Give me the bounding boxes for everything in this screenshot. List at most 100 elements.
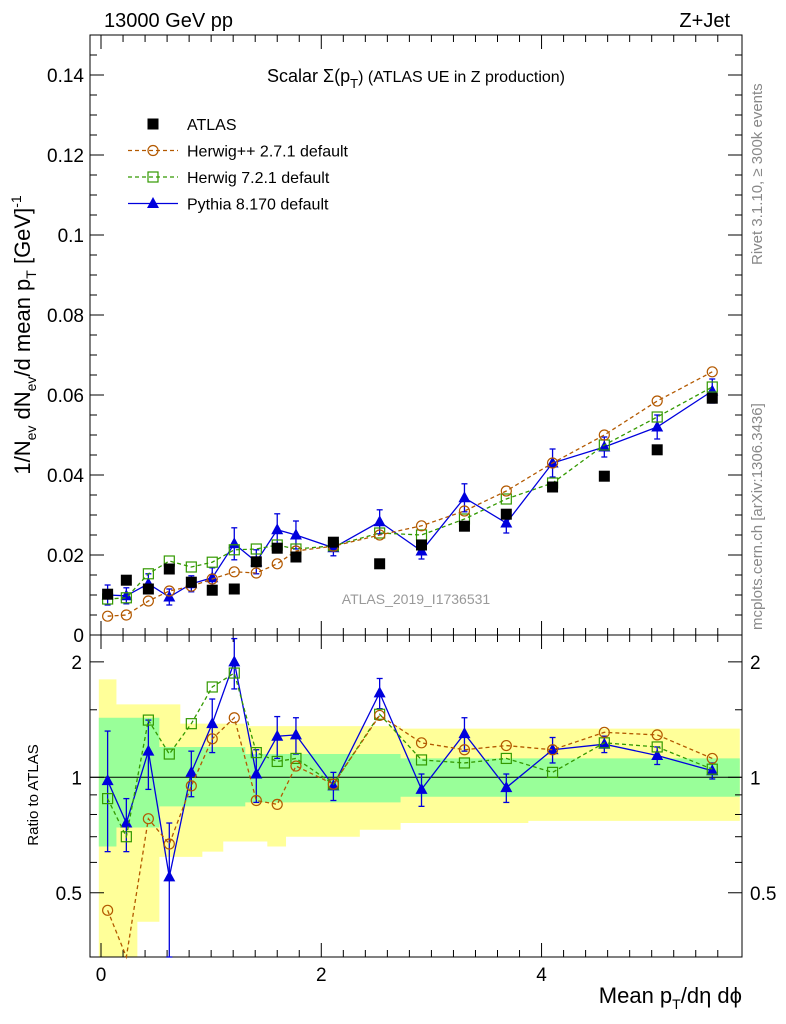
legend-marker — [147, 144, 159, 157]
ratio-point-pythia-8-170-default — [120, 816, 133, 828]
ytick-label: 0.02 — [47, 546, 84, 567]
plot-title: Scalar Σ(pT) (ATLAS UE in Z production) — [267, 66, 565, 91]
title-pre: Scalar Σ(p — [267, 66, 350, 86]
main-point-pythia-8-170-default — [651, 420, 664, 432]
main-point-atlas — [327, 536, 339, 548]
ratio-point-pythia-8-170-default — [250, 767, 263, 779]
ratio-point-pythia-8-170-default — [500, 781, 513, 793]
ratio-point-pythia-8-170-default — [415, 782, 428, 794]
ytick-label: 0.12 — [47, 146, 84, 167]
main-point-atlas — [185, 576, 197, 588]
main-point-atlas — [163, 563, 175, 575]
ratio-point-herwig-7-2-1-default — [185, 718, 197, 730]
main-series-pythia-8-170-default — [101, 378, 719, 606]
main-point-herwig-2-7-1-default — [206, 573, 218, 585]
ratio-point-pythia-8-170-default — [271, 729, 284, 741]
main-point-atlas — [271, 542, 283, 554]
ratio-point-pythia-8-170-default — [101, 774, 114, 786]
legend-entry-herwig-7-2-1-default: Herwig 7.2.1 default — [128, 170, 330, 187]
main-point-atlas — [547, 481, 559, 493]
main-point-pythia-8-170-default — [228, 537, 241, 549]
ratio-point-herwig-2-7-1-default — [546, 744, 559, 756]
ratio-point-pythia-8-170-default — [206, 717, 219, 729]
main-point-atlas — [228, 583, 240, 595]
main-point-herwig-2-7-1-default — [500, 485, 512, 497]
main-point-herwig-2-7-1-default — [598, 429, 610, 441]
main-point-herwig-2-7-1-default — [142, 595, 154, 607]
ratio-point-pythia-8-170-default — [458, 727, 471, 739]
ratio-point-herwig-7-2-1-default — [706, 763, 718, 775]
main-point-herwig-7-2-1-default — [500, 493, 512, 505]
ratio-bands — [90, 679, 742, 957]
legend-label: Herwig 7.2.1 default — [187, 170, 330, 187]
main-point-herwig-2-7-1-default — [120, 609, 132, 621]
ratio-ytick-label-right: 1 — [750, 768, 761, 789]
ratio-point-herwig-2-7-1-default — [415, 737, 428, 749]
main-point-herwig-2-7-1-default — [250, 567, 262, 579]
main-point-pythia-8-170-default — [546, 456, 559, 468]
main-line-pythia-8-170-default — [107, 390, 713, 598]
ratio-point-herwig-2-7-1-default — [327, 778, 339, 790]
ratio-point-pythia-8-170-default — [289, 728, 302, 740]
axis-ticks: 0 0.02 0.04 0.06 0.08 0.1 0.12 0.14 0 2 4 0.5 0.5 1 1 2… — [47, 34, 776, 986]
legend-entry-pythia-8-170-default: Pythia 8.170 default — [128, 197, 329, 214]
main-point-atlas — [651, 444, 663, 456]
main-point-herwig-2-7-1-default — [546, 457, 559, 469]
ratio-frame — [89, 634, 743, 958]
legend-marker — [147, 197, 159, 208]
main-point-atlas — [500, 508, 512, 520]
xtick-label: 2 — [316, 965, 327, 986]
main-point-herwig-2-7-1-default — [271, 558, 283, 570]
main-point-atlas — [416, 539, 428, 551]
ratio-point-herwig-7-2-1-default — [228, 667, 240, 679]
ratio-point-herwig-2-7-1-default — [598, 726, 610, 738]
ratio-ytick-label: 0.5 — [56, 884, 82, 905]
main-line-herwig-7-2-1-default — [107, 386, 713, 600]
ratio-point-herwig-7-2-1-default — [271, 755, 283, 768]
legend-marker — [147, 171, 159, 183]
main-point-herwig-7-2-1-default — [142, 568, 154, 580]
ratio-ytick-label-right: 2 — [750, 653, 761, 674]
main-point-atlas — [598, 470, 610, 482]
watermark: ATLAS_2019_I1736531 — [342, 591, 491, 607]
main-point-herwig-2-7-1-default — [415, 520, 428, 532]
ytick-label: 0 — [73, 626, 84, 647]
ytick-label: 0.04 — [47, 466, 84, 487]
xtick-label: 0 — [96, 965, 107, 986]
main-point-atlas — [458, 520, 470, 532]
main-series-herwig-7-2-1-default — [102, 381, 718, 605]
main-point-herwig-7-2-1-default — [250, 543, 262, 555]
xlabel: Mean pT/dη dϕ — [599, 983, 742, 1012]
legend-entry-atlas: ATLAS — [147, 117, 237, 134]
main-point-pythia-8-170-default — [289, 528, 302, 540]
legend-label: Herwig++ 2.7.1 default — [187, 144, 349, 161]
ratio-point-herwig-2-7-1-default — [102, 904, 114, 916]
main-point-atlas — [142, 583, 154, 595]
ratio-point-herwig-7-2-1-default — [102, 793, 114, 805]
main-point-pythia-8-170-default — [458, 491, 471, 503]
ratio-ytick-label: 1 — [71, 768, 82, 789]
ratio-point-herwig-2-7-1-default — [458, 744, 471, 756]
title-post: ) (ATLAS UE in Z production) — [358, 69, 565, 86]
legend-marker — [147, 118, 159, 130]
ratio-point-herwig-2-7-1-default — [290, 760, 302, 772]
main-series — [101, 366, 719, 622]
svg-text:1/Nev dNev/d mean pT [GeV]-1: 1/Nev dNev/d mean pT [GeV]-1 — [8, 195, 39, 475]
band-inner — [98, 717, 740, 847]
main-point-atlas — [374, 558, 386, 570]
ratio-point-herwig-2-7-1-default — [142, 813, 154, 825]
band-outer — [98, 679, 740, 957]
ratio-series-herwig-7-2-1-default — [102, 667, 718, 843]
ratio-point-pythia-8-170-default — [651, 748, 664, 760]
ratio-point-herwig-2-7-1-default — [500, 739, 512, 752]
main-point-herwig-2-7-1-default — [102, 610, 114, 622]
rivet-label: Rivet 3.1.10, ≥ 300k events — [749, 83, 766, 265]
ratio-point-pythia-8-170-default — [228, 655, 241, 667]
ratio-point-herwig-2-7-1-default — [271, 798, 283, 810]
ratio-point-herwig-7-2-1-default — [458, 757, 471, 769]
ratio-ytick-label: 2 — [71, 653, 82, 674]
main-point-herwig-2-7-1-default — [458, 505, 471, 517]
mcplots-label: mcplots.cern.ch [arXiv:1306.3436] — [749, 403, 766, 630]
ratio-point-herwig-2-7-1-default — [185, 780, 197, 792]
ratio-point-pythia-8-170-default — [373, 686, 386, 698]
